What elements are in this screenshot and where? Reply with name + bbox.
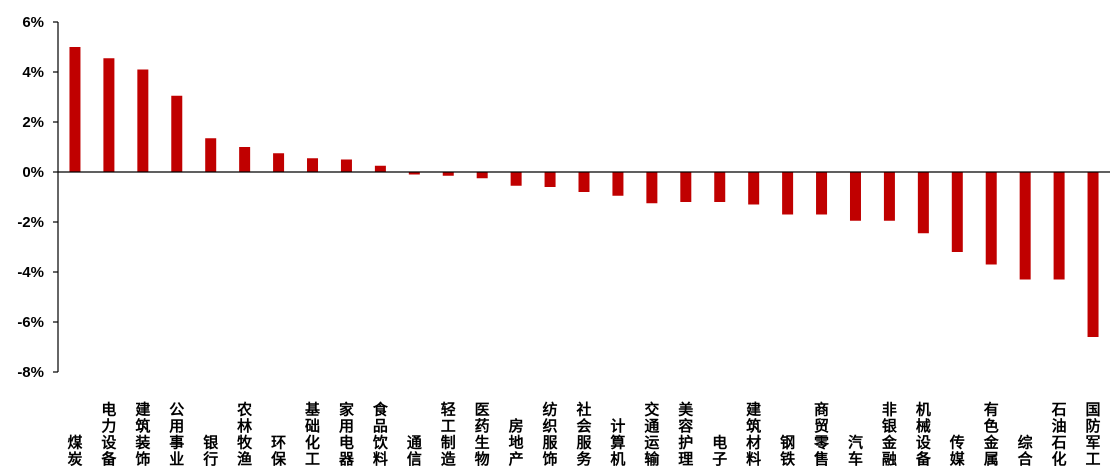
bar (612, 172, 624, 196)
bar (510, 172, 522, 186)
x-tick-label: 美容护理 (677, 401, 694, 468)
y-tick-label: -6% (17, 314, 44, 331)
bar (883, 172, 895, 221)
bar (917, 172, 929, 234)
x-tick-label: 医药生物 (475, 401, 490, 468)
x-tick-label: 机械设备 (915, 401, 932, 468)
y-tick-label: -4% (17, 264, 44, 281)
x-tick-label: 综合 (1017, 434, 1034, 468)
y-tick-label: 2% (22, 114, 44, 131)
bar (849, 172, 861, 221)
y-tick-label: 0% (22, 164, 44, 181)
bar (137, 69, 149, 172)
y-tick-label: 4% (22, 64, 44, 81)
x-tick-label: 煤炭 (67, 434, 82, 468)
y-tick-label: -8% (17, 364, 44, 381)
x-tick-label: 交通运输 (644, 401, 660, 468)
bar (340, 159, 352, 172)
x-tick-label: 商贸零售 (813, 401, 830, 468)
x-tick-label: 计算机 (610, 417, 625, 468)
bar (985, 172, 997, 265)
bar (273, 153, 285, 172)
bar (1087, 172, 1099, 337)
y-tick-label: -2% (17, 214, 44, 231)
x-tick-label: 轻工制造 (441, 401, 456, 468)
x-tick-label: 传媒 (949, 434, 966, 468)
bar (103, 58, 115, 172)
x-tick-label: 有色金属 (983, 401, 1000, 468)
bar (442, 172, 454, 176)
x-tick-label: 家用电器 (338, 401, 355, 468)
bar (69, 47, 81, 172)
x-tick-label: 环保 (270, 434, 287, 468)
bar (239, 147, 251, 172)
x-tick-label: 通信 (407, 434, 422, 468)
x-tick-label: 非银金融 (881, 401, 898, 468)
bars (69, 47, 1099, 337)
bar (646, 172, 658, 204)
bar (1019, 172, 1031, 280)
bar (680, 172, 692, 202)
x-tick-label: 房地产 (509, 417, 524, 468)
x-tick-label: 基础化工 (304, 401, 321, 468)
x-tick-label: 石油石化 (1051, 401, 1067, 468)
bar (374, 165, 386, 172)
bar (714, 172, 726, 202)
x-tick-label: 建筑装饰 (134, 401, 151, 468)
bar (578, 172, 590, 192)
bar (782, 172, 794, 215)
x-tick-label: 汽车 (848, 434, 863, 468)
bar (951, 172, 963, 252)
x-tick-label: 纺织服饰 (543, 401, 559, 468)
x-tick-label: 电力设备 (100, 401, 117, 468)
bar (205, 138, 217, 172)
bar (1053, 172, 1065, 280)
x-tick-label: 银行 (202, 434, 219, 468)
x-tick-label: 社会服务 (575, 401, 592, 468)
x-tick-label: 公用事业 (169, 401, 184, 468)
x-tick-label: 建筑材料 (745, 401, 762, 468)
bar (816, 172, 828, 215)
x-tick-label: 电子 (712, 434, 727, 468)
bar (748, 172, 760, 205)
bar (408, 172, 420, 175)
y-axis: 6% 4% 2% 0% -2% -4% -6% -8% (17, 14, 59, 381)
bar (307, 158, 319, 172)
x-tick-label: 食品饮料 (372, 401, 389, 468)
bar (544, 172, 556, 187)
bar (171, 95, 183, 172)
x-tick-label: 国防军工 (1086, 401, 1101, 468)
x-tick-label: 钢铁 (780, 434, 795, 468)
y-tick-label: 6% (22, 14, 44, 31)
bar (476, 172, 488, 179)
x-tick-label: 农林牧渔 (236, 401, 253, 468)
